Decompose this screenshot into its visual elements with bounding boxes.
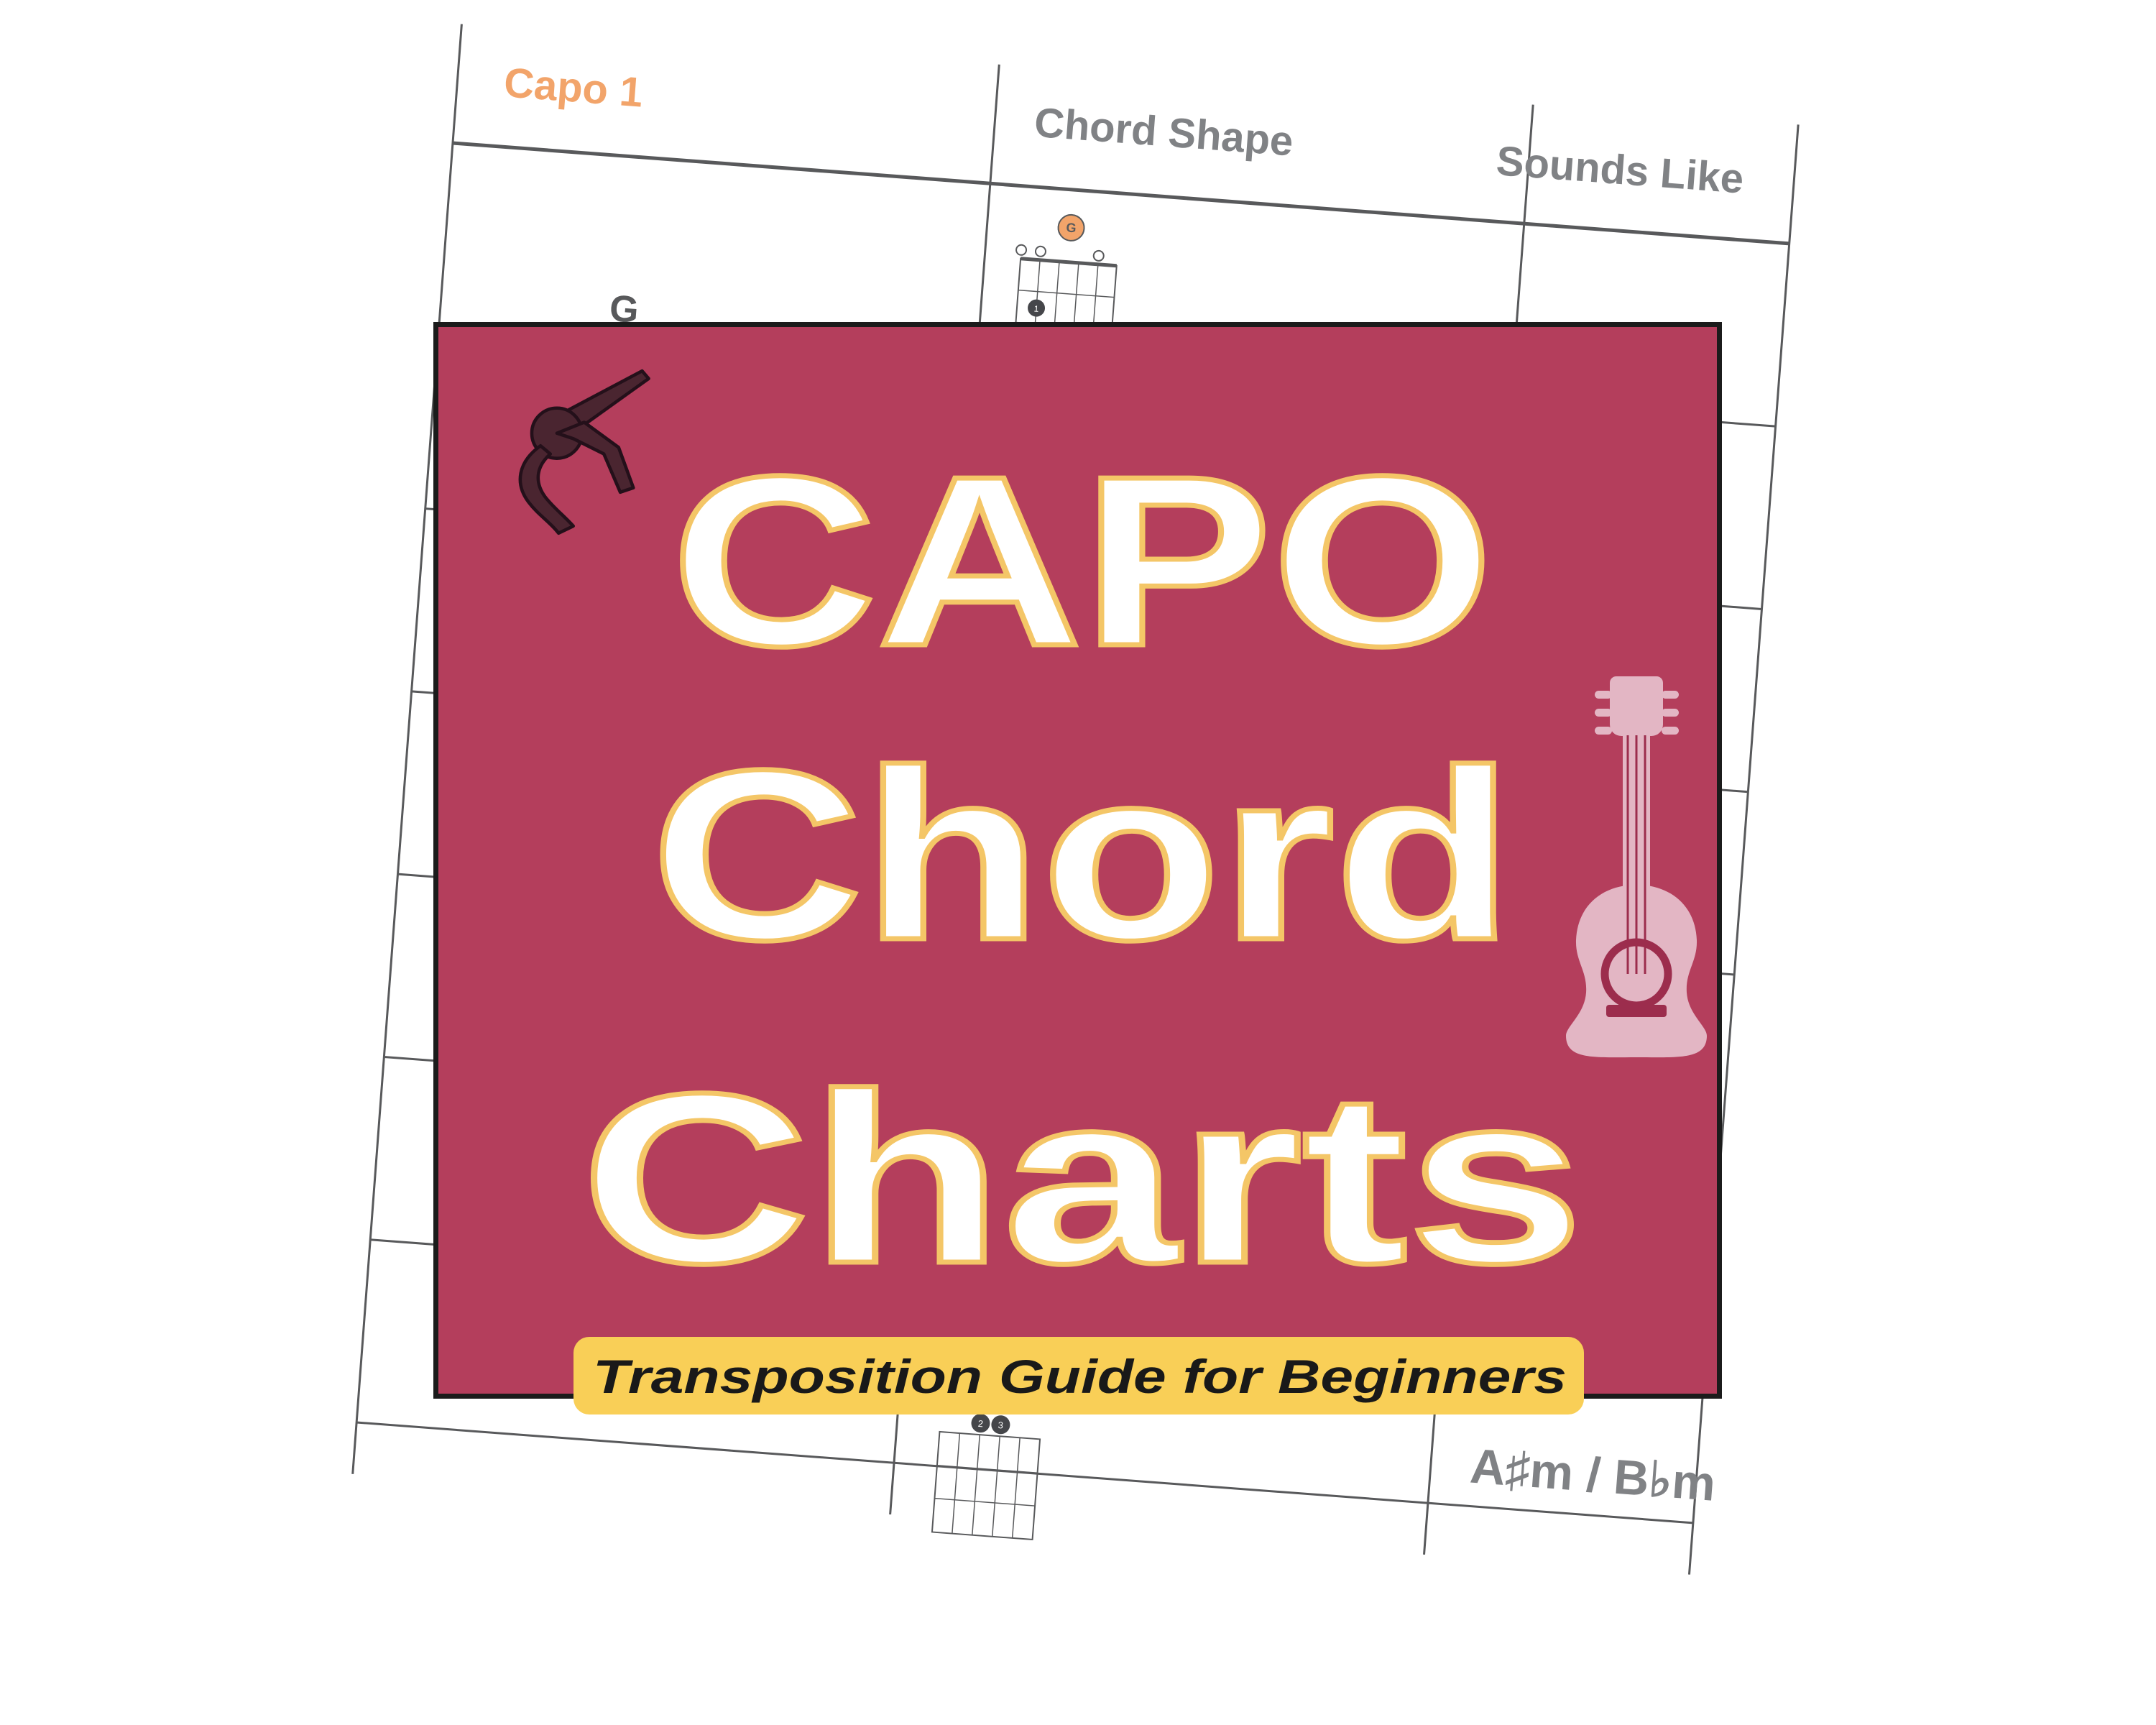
svg-text:Transposition Guide for Beginn: Transposition Guide for Beginners [593, 1350, 1567, 1403]
